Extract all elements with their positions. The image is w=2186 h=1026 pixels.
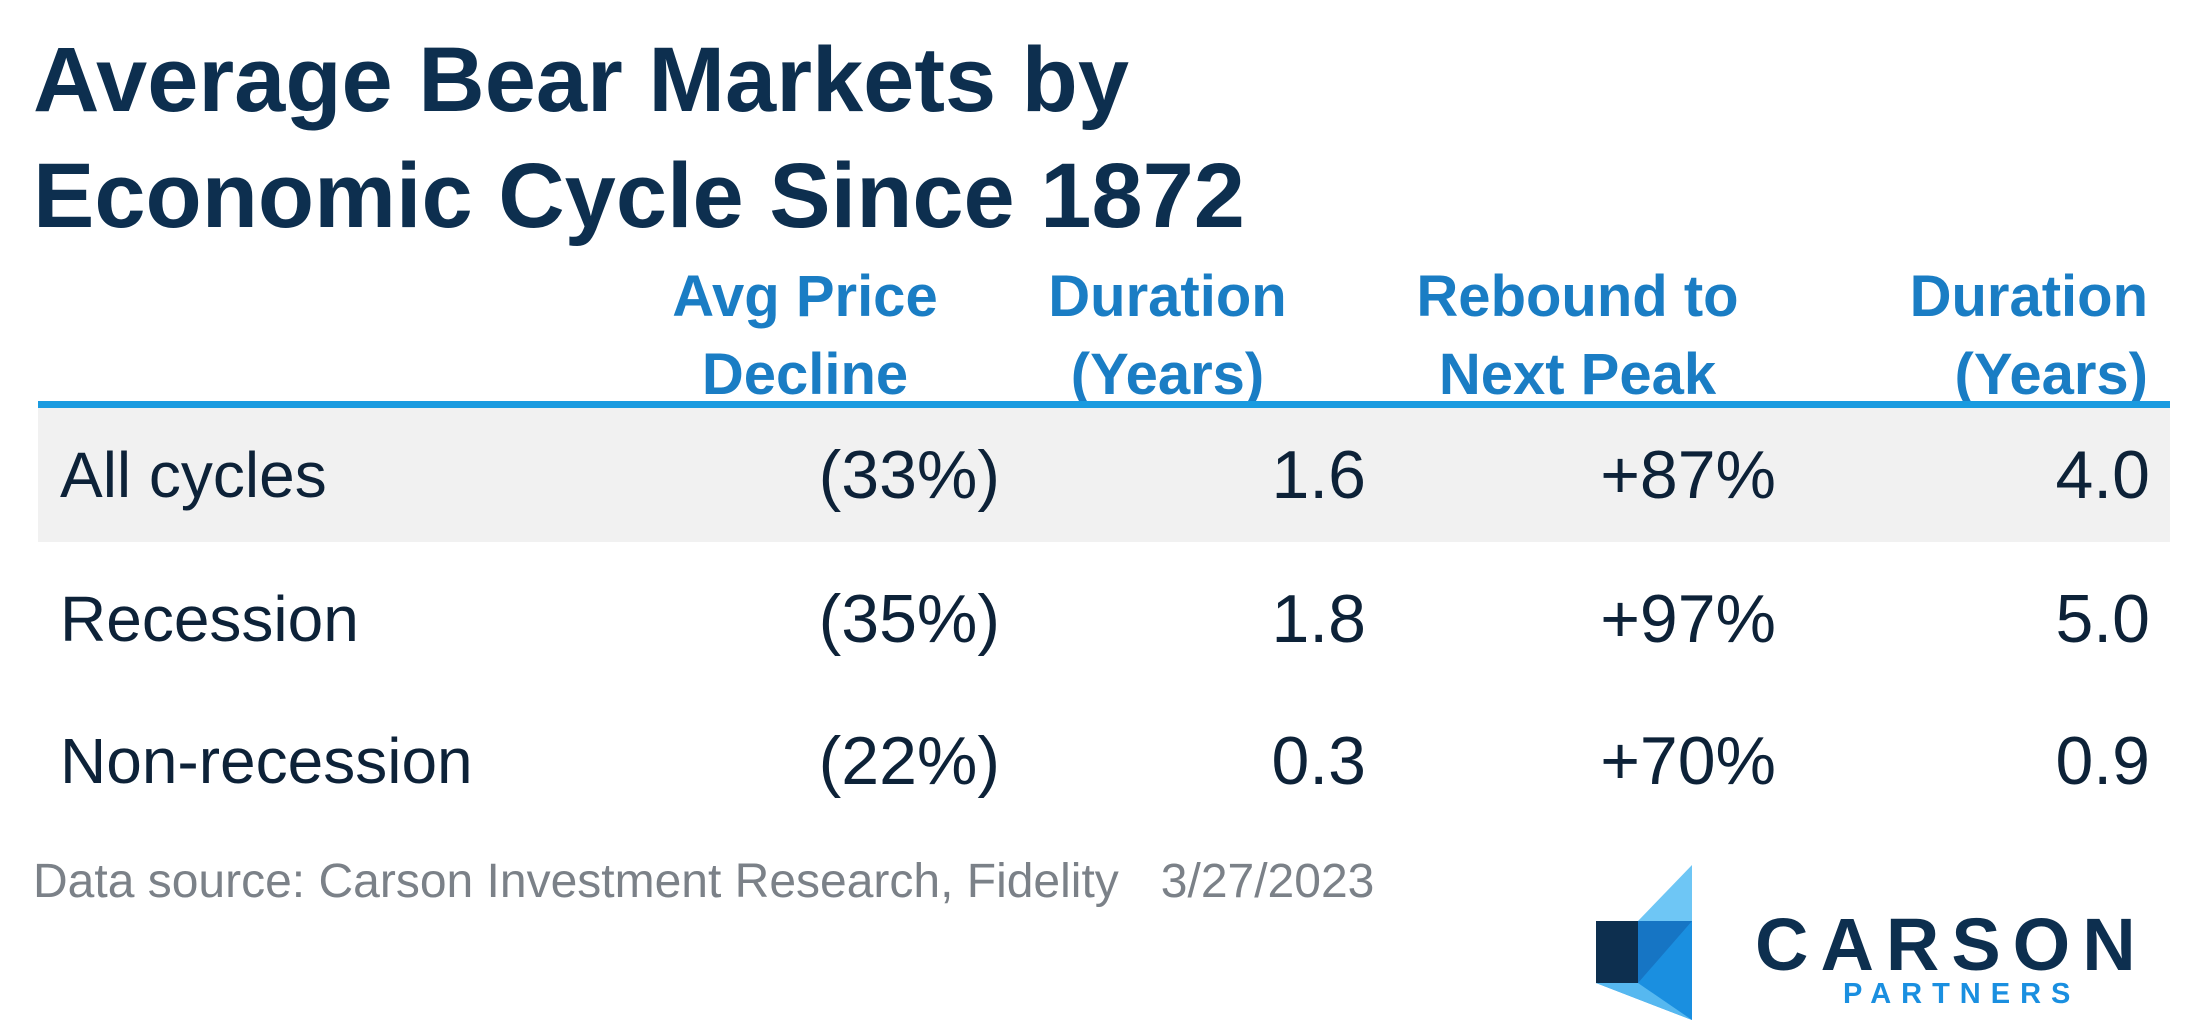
logo-subtitle: PARTNERS	[1843, 978, 2081, 1010]
row-label: Recession	[60, 583, 359, 655]
source-date: 3/27/2023	[1160, 855, 1375, 908]
row-label: All cycles	[60, 439, 327, 511]
row-label: Non-recession	[60, 725, 473, 797]
title-line-2: Economic Cycle Since 1872	[33, 145, 1245, 247]
table-cell: 5.0	[2055, 581, 2150, 657]
page-title: Average Bear Markets by Economic Cycle S…	[33, 22, 1245, 254]
table-cell: 4.0	[2055, 437, 2150, 513]
data-source-note: Data source: Carson Investment Research,…	[33, 852, 1374, 912]
carson-logo-icon	[1596, 865, 1692, 1020]
title-line-1: Average Bear Markets by	[33, 29, 1130, 131]
column-header-rebound: Rebound to Next Peak	[1416, 264, 1739, 407]
table-cell: 1.6	[1271, 437, 1366, 513]
source-text: Data source: Carson Investment Research,…	[33, 855, 1119, 908]
table-cell: (33%)	[818, 437, 1000, 513]
table-cell: 1.8	[1271, 581, 1366, 657]
logo-wordmark: CARSON	[1755, 903, 2148, 986]
table-row: Recession (35%) 1.8 +97% 5.0	[38, 552, 2170, 686]
table-row: Non-recession (22%) 0.3 +70% 0.9	[38, 694, 2170, 828]
table-cell: (22%)	[818, 723, 1000, 799]
table-cell: (35%)	[818, 581, 1000, 657]
table-cell: +87%	[1600, 437, 1776, 513]
table-row: All cycles (33%) 1.6 +87% 4.0	[38, 408, 2170, 542]
table-cell: +70%	[1600, 723, 1776, 799]
column-header-decline-duration: Duration (Years)	[1048, 264, 1287, 407]
table-cell: 0.3	[1271, 723, 1366, 799]
column-header-avg-price-decline: Avg Price Decline	[672, 264, 938, 407]
table-cell: +97%	[1600, 581, 1776, 657]
column-header-rebound-duration: Duration (Years)	[1909, 264, 2148, 407]
header-divider	[38, 401, 2170, 408]
table-cell: 0.9	[2055, 723, 2150, 799]
